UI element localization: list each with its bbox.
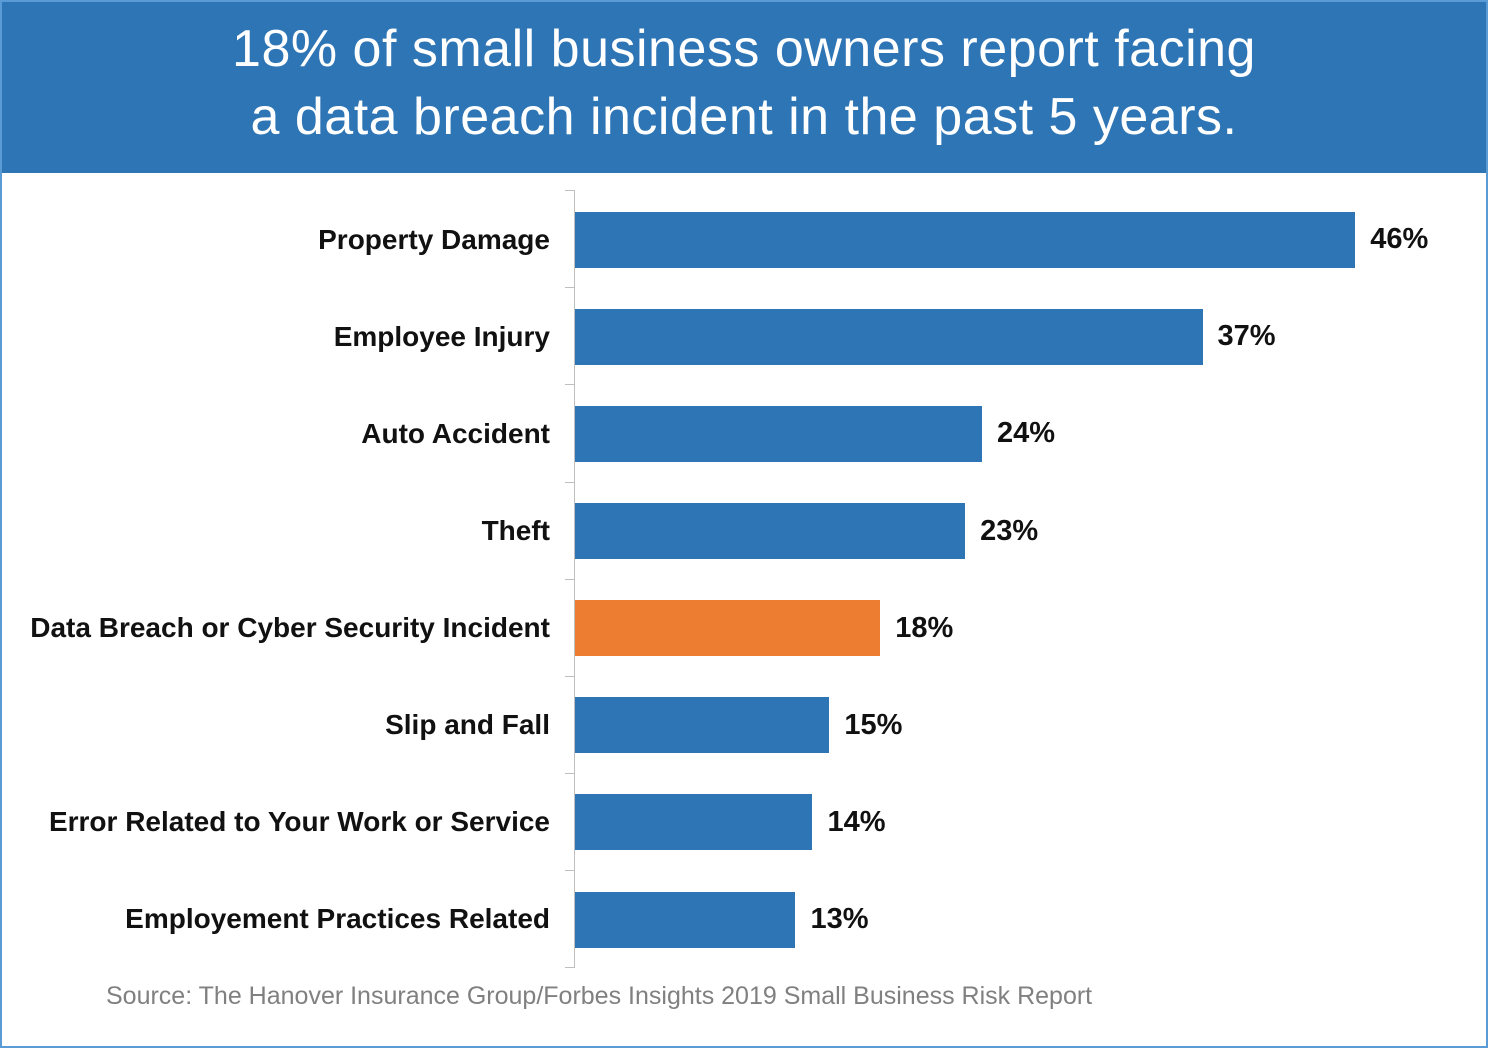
bar xyxy=(575,794,813,851)
bar-highlighted xyxy=(575,600,881,657)
chart-row: Error Related to Your Work or Service 14% xyxy=(2,772,1440,871)
category-label: Data Breach or Cyber Security Incident xyxy=(30,612,550,644)
axis-tick xyxy=(565,578,575,580)
category-label: Employee Injury xyxy=(333,320,550,352)
chart-row: Slip and Fall 15% xyxy=(2,675,1440,774)
axis-tick xyxy=(565,869,575,871)
category-label: Property Damage xyxy=(318,223,550,255)
category-label: Auto Accident xyxy=(361,417,550,449)
bar-value-label: 13% xyxy=(810,903,869,935)
bar-area: 15% xyxy=(565,675,1440,774)
chart-row: Theft 23% xyxy=(2,481,1440,580)
chart-row: Employee Injury 37% xyxy=(2,287,1440,386)
bar xyxy=(575,891,796,948)
bar-area: 14% xyxy=(565,772,1440,871)
category-label: Slip and Fall xyxy=(385,709,550,741)
bar-area: 46% xyxy=(565,190,1440,289)
bar-value-label: 15% xyxy=(844,708,903,741)
bar-area: 18% xyxy=(565,578,1440,677)
bar-value-label: 46% xyxy=(1370,223,1429,256)
axis-tick xyxy=(565,772,575,774)
bar-value-label: 24% xyxy=(997,417,1056,450)
axis-tick xyxy=(565,967,575,969)
source-row: Source: The Hanover Insurance Group/Forb… xyxy=(2,968,1486,1046)
bar-value-label: 14% xyxy=(827,805,886,838)
bar-value-label: 18% xyxy=(895,611,954,644)
chart-rows: Property Damage 46% Employee Injury 37% Auto… xyxy=(2,190,1440,969)
chart-title-banner: 18% of small business owners report faci… xyxy=(2,2,1486,174)
bar xyxy=(575,503,966,560)
bar xyxy=(575,211,1356,268)
title-line-2: a data breach incident in the past 5 yea… xyxy=(250,87,1238,146)
axis-tick xyxy=(565,287,575,289)
bar-value-label: 23% xyxy=(980,514,1039,547)
chart-row: Property Damage 46% xyxy=(2,190,1440,289)
bar xyxy=(575,308,1203,365)
axis-tick xyxy=(565,384,575,386)
chart-row: Data Breach or Cyber Security Incident 18… xyxy=(2,578,1440,677)
bar-chart: Property Damage 46% Employee Injury 37% Auto… xyxy=(2,173,1486,969)
axis-tick xyxy=(565,481,575,483)
bar xyxy=(575,405,983,462)
category-label: Error Related to Your Work or Service xyxy=(48,806,550,838)
bar-area: 24% xyxy=(565,384,1440,483)
bar-area: 37% xyxy=(565,287,1440,386)
axis-tick xyxy=(565,190,575,192)
bar-area: 13% xyxy=(565,869,1440,969)
chart-row: Auto Accident 24% xyxy=(2,384,1440,483)
category-label: Theft xyxy=(481,514,550,546)
title-line-1: 18% of small business owners report faci… xyxy=(232,20,1256,78)
bar-value-label: 37% xyxy=(1217,320,1276,353)
bar-area: 23% xyxy=(565,481,1440,580)
bar xyxy=(575,697,830,754)
chart-row: Employement Practices Related 13% xyxy=(2,869,1440,969)
axis-tick xyxy=(565,675,575,677)
source-attribution: Source: The Hanover Insurance Group/Forb… xyxy=(106,982,1093,1010)
category-label: Employement Practices Related xyxy=(125,903,550,935)
